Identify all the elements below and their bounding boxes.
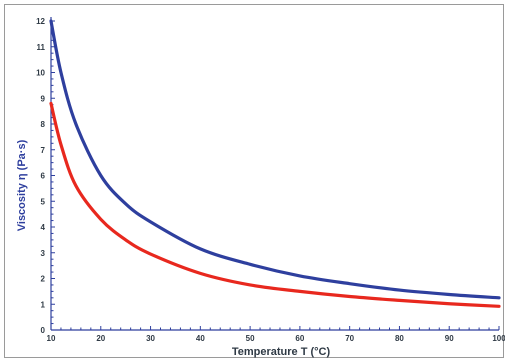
y-tick-label: 2 (41, 275, 46, 284)
y-tick-label: 0 (41, 326, 46, 335)
y-tick-label: 8 (41, 120, 46, 129)
y-tick-label: 11 (37, 43, 46, 52)
y-tick-label: 6 (41, 172, 46, 181)
x-tick-label: 100 (492, 334, 505, 343)
x-tick-label: 70 (345, 334, 354, 343)
x-tick-label: 80 (395, 334, 404, 343)
x-tick-label: 10 (47, 334, 56, 343)
y-tick-label: 9 (41, 94, 46, 103)
y-tick-label: 7 (41, 146, 46, 155)
y-tick-label: 4 (41, 223, 46, 232)
series-lower-line (49, 101, 501, 308)
series-layer (49, 19, 501, 308)
x-tick-label: 40 (196, 334, 205, 343)
x-tick-label: 50 (246, 334, 255, 343)
y-tick-label: 12 (36, 17, 45, 26)
x-tick-label: 20 (96, 334, 105, 343)
x-tick-label: 60 (295, 334, 304, 343)
x-axis-label: Temperature T (°C) (232, 346, 331, 358)
y-tick-label: 3 (41, 249, 46, 258)
y-tick-label: 1 (41, 300, 46, 309)
y-tick-label: 10 (36, 69, 45, 78)
y-axis-label: Viscosity η (Pa·s) (16, 139, 28, 231)
y-tick-label: 5 (41, 197, 46, 206)
x-tick-label: 30 (146, 334, 155, 343)
series-upper-line (49, 19, 501, 300)
x-tick-label: 90 (445, 334, 454, 343)
chart-frame: 0 1 2 3 4 5 6 7 8 9 10 11 12 10 20 30 40 50 60 70 80 90 100 Te… (4, 4, 505, 358)
